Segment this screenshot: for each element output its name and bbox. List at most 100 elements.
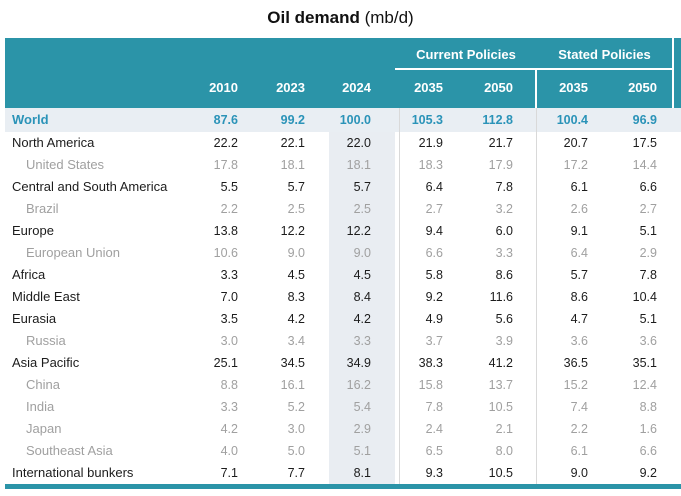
header-right-divider bbox=[672, 38, 674, 108]
table-row: Japan 4.2 3.0 2.9 2.4 2.1 2.2 1.6 bbox=[5, 418, 681, 440]
col-header-cp-2050: 2050 bbox=[484, 80, 513, 95]
value-cell-sp-2035: 4.7 bbox=[570, 312, 588, 326]
table-row: China 8.8 16.1 16.2 15.8 13.7 15.2 12.4 bbox=[5, 374, 681, 396]
value-cell-2024: 8.1 bbox=[329, 462, 395, 484]
value-cell-2010: 2.2 bbox=[220, 202, 238, 216]
value-cell-2023: 9.0 bbox=[287, 246, 305, 260]
table-bottom-rule bbox=[5, 484, 681, 489]
value-cell-sp-2050: 2.7 bbox=[639, 202, 657, 216]
region-name-cell: International bunkers bbox=[12, 465, 134, 480]
table-row: Southeast Asia 4.0 5.0 5.1 6.5 8.0 6.1 6… bbox=[5, 440, 681, 462]
table-row: Africa 3.3 4.5 4.5 5.8 8.6 5.7 7.8 bbox=[5, 264, 681, 286]
value-cell-2010: 8.8 bbox=[220, 378, 238, 392]
table-row: Asia Pacific 25.1 34.5 34.9 38.3 41.2 36… bbox=[5, 352, 681, 374]
value-cell-cp-2050: 5.6 bbox=[495, 312, 513, 326]
value-cell-sp-2050: 5.1 bbox=[639, 224, 657, 238]
value-cell-cp-2035: 2.7 bbox=[425, 202, 443, 216]
table-row: Central and South America 5.5 5.7 5.7 6.… bbox=[5, 176, 681, 198]
value-cell-sp-2035: 3.6 bbox=[570, 334, 588, 348]
region-name-cell: European Union bbox=[26, 245, 120, 260]
value-cell-2023: 34.5 bbox=[280, 356, 305, 370]
region-name-cell: Europe bbox=[12, 223, 54, 238]
value-cell-sp-2035: 8.6 bbox=[570, 290, 588, 304]
value-cell-2024: 8.4 bbox=[329, 286, 395, 308]
value-cell-sp-2050: 3.6 bbox=[639, 334, 657, 348]
value-cell-2023: 8.3 bbox=[287, 290, 305, 304]
table-row: International bunkers 7.1 7.7 8.1 9.3 10… bbox=[5, 462, 681, 484]
oil-demand-table: Current Policies Stated Policies 2010 20… bbox=[5, 38, 681, 489]
value-cell-cp-2050: 3.2 bbox=[495, 202, 513, 216]
value-cell-sp-2050: 6.6 bbox=[639, 444, 657, 458]
value-cell-2010: 22.2 bbox=[213, 136, 238, 150]
table-row: India 3.3 5.2 5.4 7.8 10.5 7.4 8.8 bbox=[5, 396, 681, 418]
region-name-cell: India bbox=[26, 399, 55, 414]
value-cell-2023: 16.1 bbox=[280, 378, 305, 392]
value-cell-sp-2035: 2.6 bbox=[570, 202, 588, 216]
value-cell-2024: 18.1 bbox=[329, 154, 395, 176]
value-cell-2024: 12.2 bbox=[329, 220, 395, 242]
value-cell-cp-2050: 21.7 bbox=[488, 136, 513, 150]
value-cell-sp-2050: 14.4 bbox=[632, 158, 657, 172]
region-name-cell: China bbox=[26, 377, 60, 392]
value-cell-sp-2035: 9.1 bbox=[570, 224, 588, 238]
value-cell-cp-2035: 5.8 bbox=[425, 268, 443, 282]
value-cell-2024: 5.7 bbox=[329, 176, 395, 198]
value-cell-2023: 12.2 bbox=[280, 224, 305, 238]
page-title: Oil demand (mb/d) bbox=[0, 8, 681, 28]
value-cell-2024: 4.5 bbox=[329, 264, 395, 286]
value-cell-2024: 9.0 bbox=[329, 242, 395, 264]
col-header-sp-2035: 2035 bbox=[559, 80, 588, 95]
header-group-spacer bbox=[5, 38, 395, 70]
region-name-cell: Asia Pacific bbox=[12, 355, 80, 370]
value-cell-2023: 5.7 bbox=[287, 180, 305, 194]
value-cell-2023: 4.5 bbox=[287, 268, 305, 282]
value-cell-sp-2035: 7.4 bbox=[570, 400, 588, 414]
value-cell-2010: 5.5 bbox=[220, 180, 238, 194]
value-cell-cp-2050: 112.8 bbox=[482, 113, 513, 127]
value-cell-sp-2035: 5.7 bbox=[570, 268, 588, 282]
table-row: North America 22.2 22.1 22.0 21.9 21.7 2… bbox=[5, 132, 681, 154]
value-cell-sp-2050: 1.6 bbox=[639, 422, 657, 436]
value-cell-sp-2035: 15.2 bbox=[563, 378, 588, 392]
value-cell-sp-2035: 6.1 bbox=[570, 180, 588, 194]
value-cell-sp-2050: 96.9 bbox=[632, 113, 657, 127]
table-row: United States 17.8 18.1 18.1 18.3 17.9 1… bbox=[5, 154, 681, 176]
region-name-cell: Southeast Asia bbox=[26, 443, 113, 458]
region-name-cell: Central and South America bbox=[12, 179, 168, 194]
value-cell-sp-2050: 7.8 bbox=[639, 268, 657, 282]
table-header: Current Policies Stated Policies 2010 20… bbox=[5, 38, 681, 108]
value-cell-2024: 4.2 bbox=[329, 308, 395, 330]
value-cell-2010: 17.8 bbox=[213, 158, 238, 172]
col-header-2024: 2024 bbox=[342, 80, 371, 95]
value-cell-2023: 99.2 bbox=[280, 113, 305, 127]
value-cell-cp-2050: 8.0 bbox=[495, 444, 513, 458]
value-cell-2024: 2.9 bbox=[329, 418, 395, 440]
value-cell-sp-2050: 2.9 bbox=[639, 246, 657, 260]
value-cell-2023: 22.1 bbox=[280, 136, 305, 150]
value-cell-cp-2050: 3.9 bbox=[495, 334, 513, 348]
value-cell-cp-2050: 11.6 bbox=[489, 290, 513, 304]
value-cell-2023: 3.4 bbox=[287, 334, 305, 348]
value-cell-cp-2050: 2.1 bbox=[495, 422, 513, 436]
value-cell-cp-2035: 15.8 bbox=[418, 378, 443, 392]
region-name-cell: United States bbox=[26, 157, 105, 172]
table-row: World 87.6 99.2 100.0 105.3 112.8 100.4 … bbox=[5, 108, 681, 132]
value-cell-cp-2035: 6.6 bbox=[425, 246, 443, 260]
value-cell-sp-2035: 20.7 bbox=[563, 136, 588, 150]
value-cell-cp-2035: 3.7 bbox=[425, 334, 443, 348]
col-header-2023: 2023 bbox=[276, 80, 305, 95]
region-name-cell: North America bbox=[12, 135, 95, 150]
value-cell-cp-2035: 4.9 bbox=[425, 312, 443, 326]
value-cell-2024: 34.9 bbox=[329, 352, 395, 374]
value-cell-2010: 13.8 bbox=[213, 224, 238, 238]
value-cell-sp-2035: 2.2 bbox=[570, 422, 588, 436]
value-cell-sp-2050: 17.5 bbox=[632, 136, 657, 150]
table-body: World 87.6 99.2 100.0 105.3 112.8 100.4 … bbox=[5, 108, 681, 484]
value-cell-2010: 87.6 bbox=[213, 113, 238, 127]
value-cell-cp-2035: 9.4 bbox=[425, 224, 443, 238]
region-name-cell: Brazil bbox=[26, 201, 59, 216]
value-cell-2023: 3.0 bbox=[287, 422, 305, 436]
value-cell-2010: 3.5 bbox=[220, 312, 238, 326]
header-year-row: 2010 2023 2024 2035 2050 2035 2050 bbox=[5, 70, 681, 106]
